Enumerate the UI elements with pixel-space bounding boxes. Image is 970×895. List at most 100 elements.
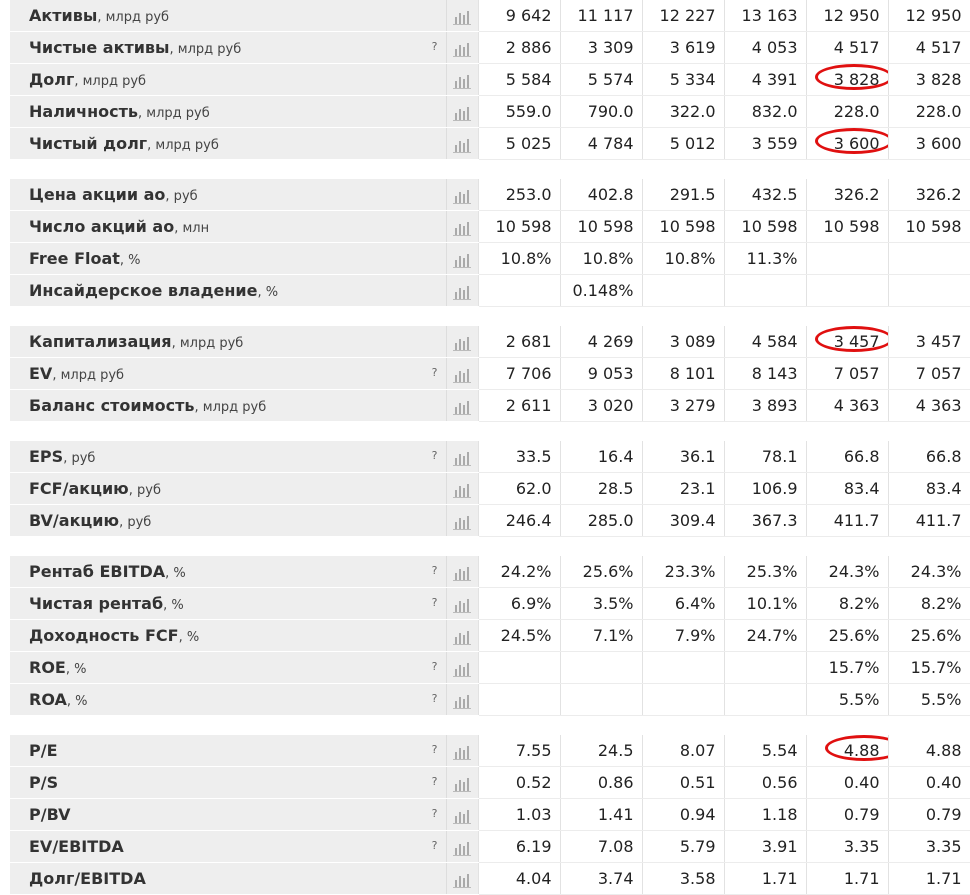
- value-text: 367.3: [752, 511, 798, 530]
- bar-chart-icon[interactable]: [445, 651, 478, 684]
- bar-chart-icon[interactable]: [445, 31, 478, 64]
- value-cell: 7 057: [805, 357, 888, 390]
- value-text: 10.8%: [665, 249, 716, 268]
- bar-chart-icon[interactable]: [445, 127, 478, 160]
- bar-chart-icon[interactable]: [445, 587, 478, 620]
- value-text: 3.58: [680, 869, 716, 888]
- bar-chart-icon[interactable]: [445, 326, 478, 358]
- bar-chart-icon[interactable]: [445, 619, 478, 652]
- value: 8.07: [679, 741, 716, 760]
- value: 3 619: [669, 38, 716, 57]
- bar-chart-icon[interactable]: [445, 472, 478, 505]
- value: 12 950: [823, 6, 880, 25]
- metric-name: P/BV: [29, 805, 71, 824]
- bar-chart-icon[interactable]: [445, 0, 478, 32]
- value-cell: 8.2%: [805, 587, 888, 620]
- value-cell: 559.0: [477, 95, 560, 128]
- section-spacer: [10, 536, 970, 556]
- value: 25.6%: [910, 626, 962, 645]
- bar-chart-icon[interactable]: [445, 830, 478, 863]
- value-text: 83.4: [844, 479, 880, 498]
- value: 5.54: [761, 741, 798, 760]
- help-icon[interactable]: ?: [431, 564, 438, 577]
- value-text: 5.54: [762, 741, 798, 760]
- bar-chart-icon[interactable]: [445, 798, 478, 831]
- bar-chart-icon[interactable]: [445, 63, 478, 96]
- bar-chart-icon[interactable]: [445, 556, 478, 588]
- value-cell: 106.9: [723, 472, 806, 505]
- value-text: 5.79: [680, 837, 716, 856]
- value-text: 33.5: [516, 447, 552, 466]
- value-cell: 832.0: [723, 95, 806, 128]
- value-text: 25.6%: [911, 626, 962, 645]
- value-cell: 36.1: [641, 441, 724, 473]
- value: 228.0: [915, 102, 962, 121]
- bar-chart-icon[interactable]: [445, 441, 478, 473]
- table-row: P/E? 7.55 24.5 8.07 5.54 4.88 4.88: [10, 735, 970, 767]
- value-text: 13 163: [742, 6, 798, 25]
- help-icon[interactable]: ?: [431, 807, 438, 820]
- value-cell: 7.1%: [559, 619, 642, 652]
- value-text: 3 457: [916, 332, 962, 351]
- metric-unit: , руб: [63, 451, 96, 466]
- value-cell: 66.8: [805, 441, 888, 473]
- bar-chart-icon[interactable]: [445, 210, 478, 243]
- value-cell: 228.0: [805, 95, 888, 128]
- bar-chart-icon[interactable]: [445, 357, 478, 390]
- row-label: Баланс стоимость, млрд руб: [10, 389, 446, 422]
- value: 832.0: [751, 102, 798, 121]
- metric-unit: , руб: [165, 189, 198, 204]
- value: 8 101: [669, 364, 716, 383]
- help-icon[interactable]: ?: [431, 660, 438, 673]
- bar-chart-icon[interactable]: [445, 504, 478, 537]
- value-text: 3.5%: [593, 594, 634, 613]
- bar-chart-icon[interactable]: [445, 274, 478, 307]
- bar-chart-icon[interactable]: [445, 179, 478, 211]
- spacer-cell: [10, 159, 970, 179]
- value: 4 584: [751, 332, 798, 351]
- value-text: 4 517: [834, 38, 880, 57]
- table-row: BV/акцию, руб 246.4 285.0 309.4 367.3 411.7 41…: [10, 504, 970, 537]
- value-text: 28.5: [598, 479, 634, 498]
- value: 4.88: [843, 741, 880, 760]
- help-icon[interactable]: ?: [431, 839, 438, 852]
- value-text: 3 893: [752, 396, 798, 415]
- bar-chart-icon[interactable]: [445, 862, 478, 895]
- value-cell: [559, 651, 642, 684]
- value-cell: 12 950: [887, 0, 970, 32]
- help-icon[interactable]: ?: [431, 449, 438, 462]
- table-row: Баланс стоимость, млрд руб 2 611 3 020 3 27…: [10, 389, 970, 422]
- help-icon[interactable]: ?: [431, 775, 438, 788]
- value-cell: 1.18: [723, 798, 806, 831]
- bar-chart-icon[interactable]: [445, 389, 478, 422]
- help-icon[interactable]: ?: [431, 596, 438, 609]
- value-text: 24.5: [598, 741, 634, 760]
- help-icon[interactable]: ?: [431, 366, 438, 379]
- value-text: 411.7: [916, 511, 962, 530]
- bar-chart-icon[interactable]: [445, 735, 478, 767]
- section-spacer: [10, 306, 970, 326]
- value: 7 706: [505, 364, 552, 383]
- value-text: 23.3%: [665, 562, 716, 581]
- help-icon[interactable]: ?: [431, 40, 438, 53]
- bar-chart-icon[interactable]: [445, 766, 478, 799]
- value-text: 5 584: [506, 70, 552, 89]
- value: 9 642: [505, 6, 552, 25]
- value: 24.2%: [500, 562, 552, 581]
- value-cell: 291.5: [641, 179, 724, 211]
- value-cell: 1.41: [559, 798, 642, 831]
- help-icon[interactable]: ?: [431, 692, 438, 705]
- bar-chart-icon[interactable]: [445, 95, 478, 128]
- value-cell: 326.2: [887, 179, 970, 211]
- table-row: EV/EBITDA? 6.19 7.08 5.79 3.91 3.35 3.35: [10, 830, 970, 863]
- value-text: 9 053: [588, 364, 634, 383]
- value-cell: 10 598: [477, 210, 560, 243]
- value-text: 5 574: [588, 70, 634, 89]
- help-icon[interactable]: ?: [431, 743, 438, 756]
- metric-name: EV: [29, 364, 53, 383]
- bar-chart-icon[interactable]: [445, 242, 478, 275]
- bar-chart-icon[interactable]: [445, 683, 478, 716]
- row-label: P/S?: [10, 766, 446, 799]
- metric-name: EV/EBITDA: [29, 837, 124, 856]
- metric-unit: , руб: [119, 515, 152, 530]
